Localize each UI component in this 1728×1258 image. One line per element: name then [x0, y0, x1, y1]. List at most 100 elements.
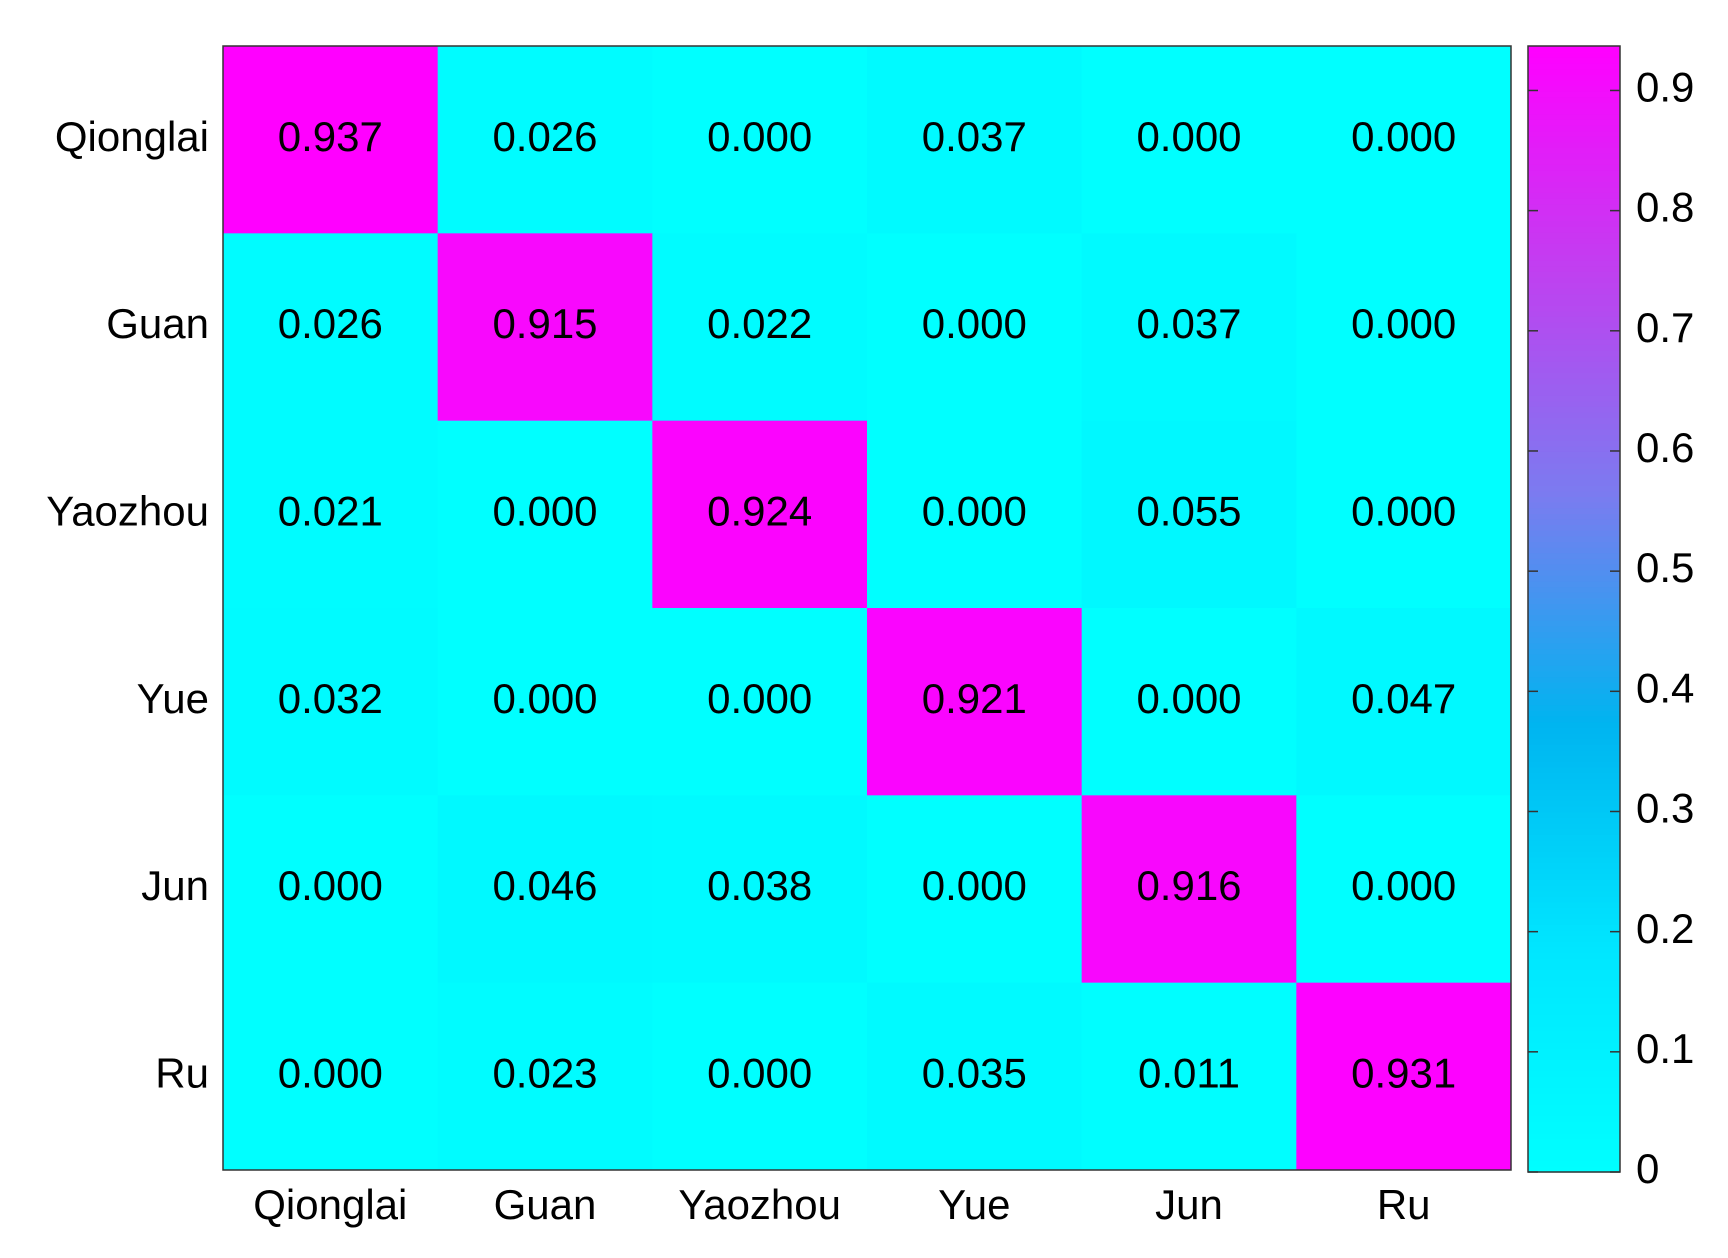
cell-label: 0.037 [1136, 300, 1241, 347]
cell-label: 0.000 [1351, 862, 1456, 909]
cell-label: 0.000 [278, 1049, 383, 1096]
colorbar-segment [1528, 969, 1620, 976]
colorbar-segment [1528, 46, 1620, 53]
x-tick-label: Qionglai [253, 1181, 407, 1228]
colorbar-segment [1528, 378, 1620, 385]
colorbar-segment [1528, 496, 1620, 503]
colorbar-segment [1528, 896, 1620, 903]
colorbar-segment [1528, 828, 1620, 835]
colorbar-segment [1528, 1014, 1620, 1021]
colorbar-segment [1528, 665, 1620, 672]
colorbar-segment [1528, 749, 1620, 756]
colorbar-segment [1528, 800, 1620, 807]
colorbar-frame [1527, 45, 1621, 1173]
colorbar-segment [1528, 1149, 1620, 1156]
colorbar-segment [1528, 958, 1620, 965]
colorbar-segment [1528, 333, 1620, 340]
heatmap-cell [223, 46, 439, 234]
y-tick-label: Ru [155, 1049, 209, 1096]
cell-label: 0.000 [1136, 113, 1241, 160]
y-tick-label: Yaozhou [46, 487, 209, 534]
colorbar-segment [1528, 670, 1620, 678]
colorbar-segment [1528, 1143, 1620, 1151]
colorbar-segment [1528, 963, 1620, 970]
cell-label: 0.000 [1351, 300, 1456, 347]
colorbar-segment [1528, 282, 1620, 289]
colorbar-segment [1528, 473, 1620, 481]
colorbar-segment [1528, 1121, 1620, 1128]
colorbar-segment [1528, 856, 1620, 863]
cell-label: 0.000 [1136, 675, 1241, 722]
heatmap-cell [437, 233, 653, 422]
colorbar-segment [1528, 1036, 1620, 1044]
colorbar-tick-label: 0.4 [1636, 664, 1694, 711]
colorbar-segment [1528, 625, 1620, 633]
colorbar-segment [1528, 642, 1620, 650]
colorbar-segment [1528, 383, 1620, 391]
colorbar-segment [1528, 468, 1620, 475]
cell-label: 0.000 [922, 300, 1027, 347]
y-tick-label: Jun [141, 862, 209, 909]
colorbar-segment [1528, 276, 1620, 284]
colorbar-segment [1528, 136, 1620, 143]
heatmap-cell [1296, 233, 1512, 422]
colorbar-segment [1528, 198, 1620, 205]
colorbar-segment [1528, 271, 1620, 278]
colorbar-segment [1528, 293, 1620, 300]
colorbar-segment [1528, 1132, 1620, 1139]
colorbar-segment [1528, 181, 1620, 188]
colorbar-segment [1528, 761, 1620, 768]
colorbar-segment [1528, 513, 1620, 520]
heatmap-cell [1081, 982, 1297, 1171]
colorbar-segment [1528, 699, 1620, 706]
colorbar-segment [1528, 834, 1620, 841]
colorbar-segment [1528, 518, 1620, 526]
colorbar-segment [1528, 428, 1620, 436]
colorbar-tick-label: 0.5 [1636, 544, 1694, 591]
colorbar-segment [1528, 226, 1620, 233]
colorbar-segment [1528, 237, 1620, 244]
colorbar-tick-label: 0.6 [1636, 424, 1694, 471]
heatmap-cell [1296, 795, 1512, 984]
cell-label: 0.000 [492, 675, 597, 722]
colorbar-segment [1528, 259, 1620, 267]
cell-label: 0.021 [278, 487, 383, 534]
colorbar-segment [1528, 214, 1620, 222]
colorbar-segment [1528, 1138, 1620, 1145]
colorbar-segment [1528, 851, 1620, 858]
colorbar-segment [1528, 192, 1620, 199]
colorbar-segment [1528, 609, 1620, 616]
heatmap-cell [867, 420, 1083, 609]
heatmap-cell [652, 420, 868, 609]
colorbar-segment [1528, 321, 1620, 329]
cell-label: 0.000 [1351, 487, 1456, 534]
cell-label: 0.937 [278, 113, 383, 160]
heatmap-cell [652, 608, 868, 796]
cell-label: 0.026 [278, 300, 383, 347]
colorbar-segment [1528, 822, 1620, 830]
colorbar-segment [1528, 479, 1620, 486]
colorbar-segment [1528, 316, 1620, 323]
colorbar-tick-label: 0.9 [1636, 64, 1694, 111]
colorbar-segment [1528, 366, 1620, 374]
colorbar-segment [1528, 586, 1620, 593]
colorbar-segment [1528, 997, 1620, 1004]
colorbar-segment [1528, 175, 1620, 182]
heatmap-cell [223, 233, 439, 422]
cell-label: 0.000 [492, 487, 597, 534]
cell-label: 0.023 [492, 1049, 597, 1096]
colorbar-segment [1528, 727, 1620, 734]
colorbar-segment [1528, 1003, 1620, 1010]
colorbar-segment [1528, 547, 1620, 554]
colorbar-segment [1528, 1126, 1620, 1134]
colorbar-segment [1528, 558, 1620, 565]
colorbar-segment [1528, 535, 1620, 543]
colorbar-segment [1528, 721, 1620, 728]
colorbar-segment [1528, 631, 1620, 638]
colorbar-segment [1528, 440, 1620, 447]
colorbar-segment [1528, 1070, 1620, 1077]
heatmap-cell [652, 982, 868, 1171]
heatmap-cell [1081, 420, 1297, 609]
x-tick-label: Jun [1155, 1181, 1223, 1228]
colorbar-segment [1528, 839, 1620, 847]
